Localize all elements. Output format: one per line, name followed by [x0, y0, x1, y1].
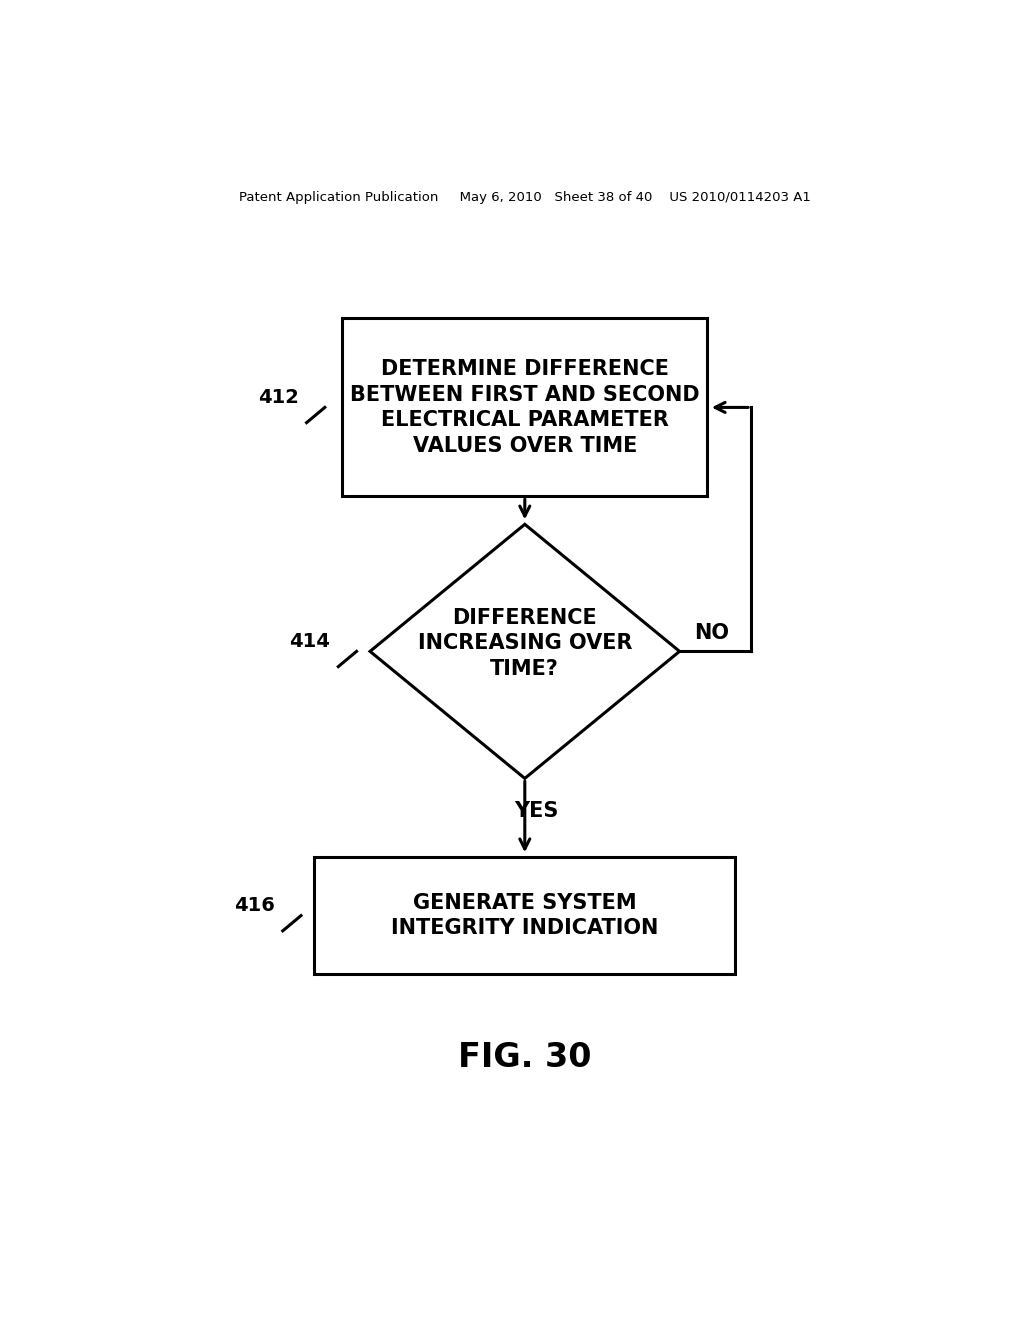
Text: DETERMINE DIFFERENCE
BETWEEN FIRST AND SECOND
ELECTRICAL PARAMETER
VALUES OVER T: DETERMINE DIFFERENCE BETWEEN FIRST AND S… [350, 359, 699, 455]
Bar [342, 318, 708, 496]
Text: 414: 414 [290, 632, 331, 651]
Text: FIG. 30: FIG. 30 [458, 1041, 592, 1074]
Text: GENERATE SYSTEM
INTEGRITY INDICATION: GENERATE SYSTEM INTEGRITY INDICATION [391, 892, 658, 939]
Text: NO: NO [694, 623, 729, 643]
Bar [314, 857, 735, 974]
Text: 416: 416 [233, 896, 274, 915]
Polygon shape [370, 524, 680, 779]
Text: YES: YES [514, 801, 559, 821]
Text: DIFFERENCE
INCREASING OVER
TIME?: DIFFERENCE INCREASING OVER TIME? [418, 607, 632, 678]
Text: 412: 412 [258, 388, 299, 407]
Text: Patent Application Publication     May 6, 2010   Sheet 38 of 40    US 2010/01142: Patent Application Publication May 6, 20… [239, 190, 811, 203]
